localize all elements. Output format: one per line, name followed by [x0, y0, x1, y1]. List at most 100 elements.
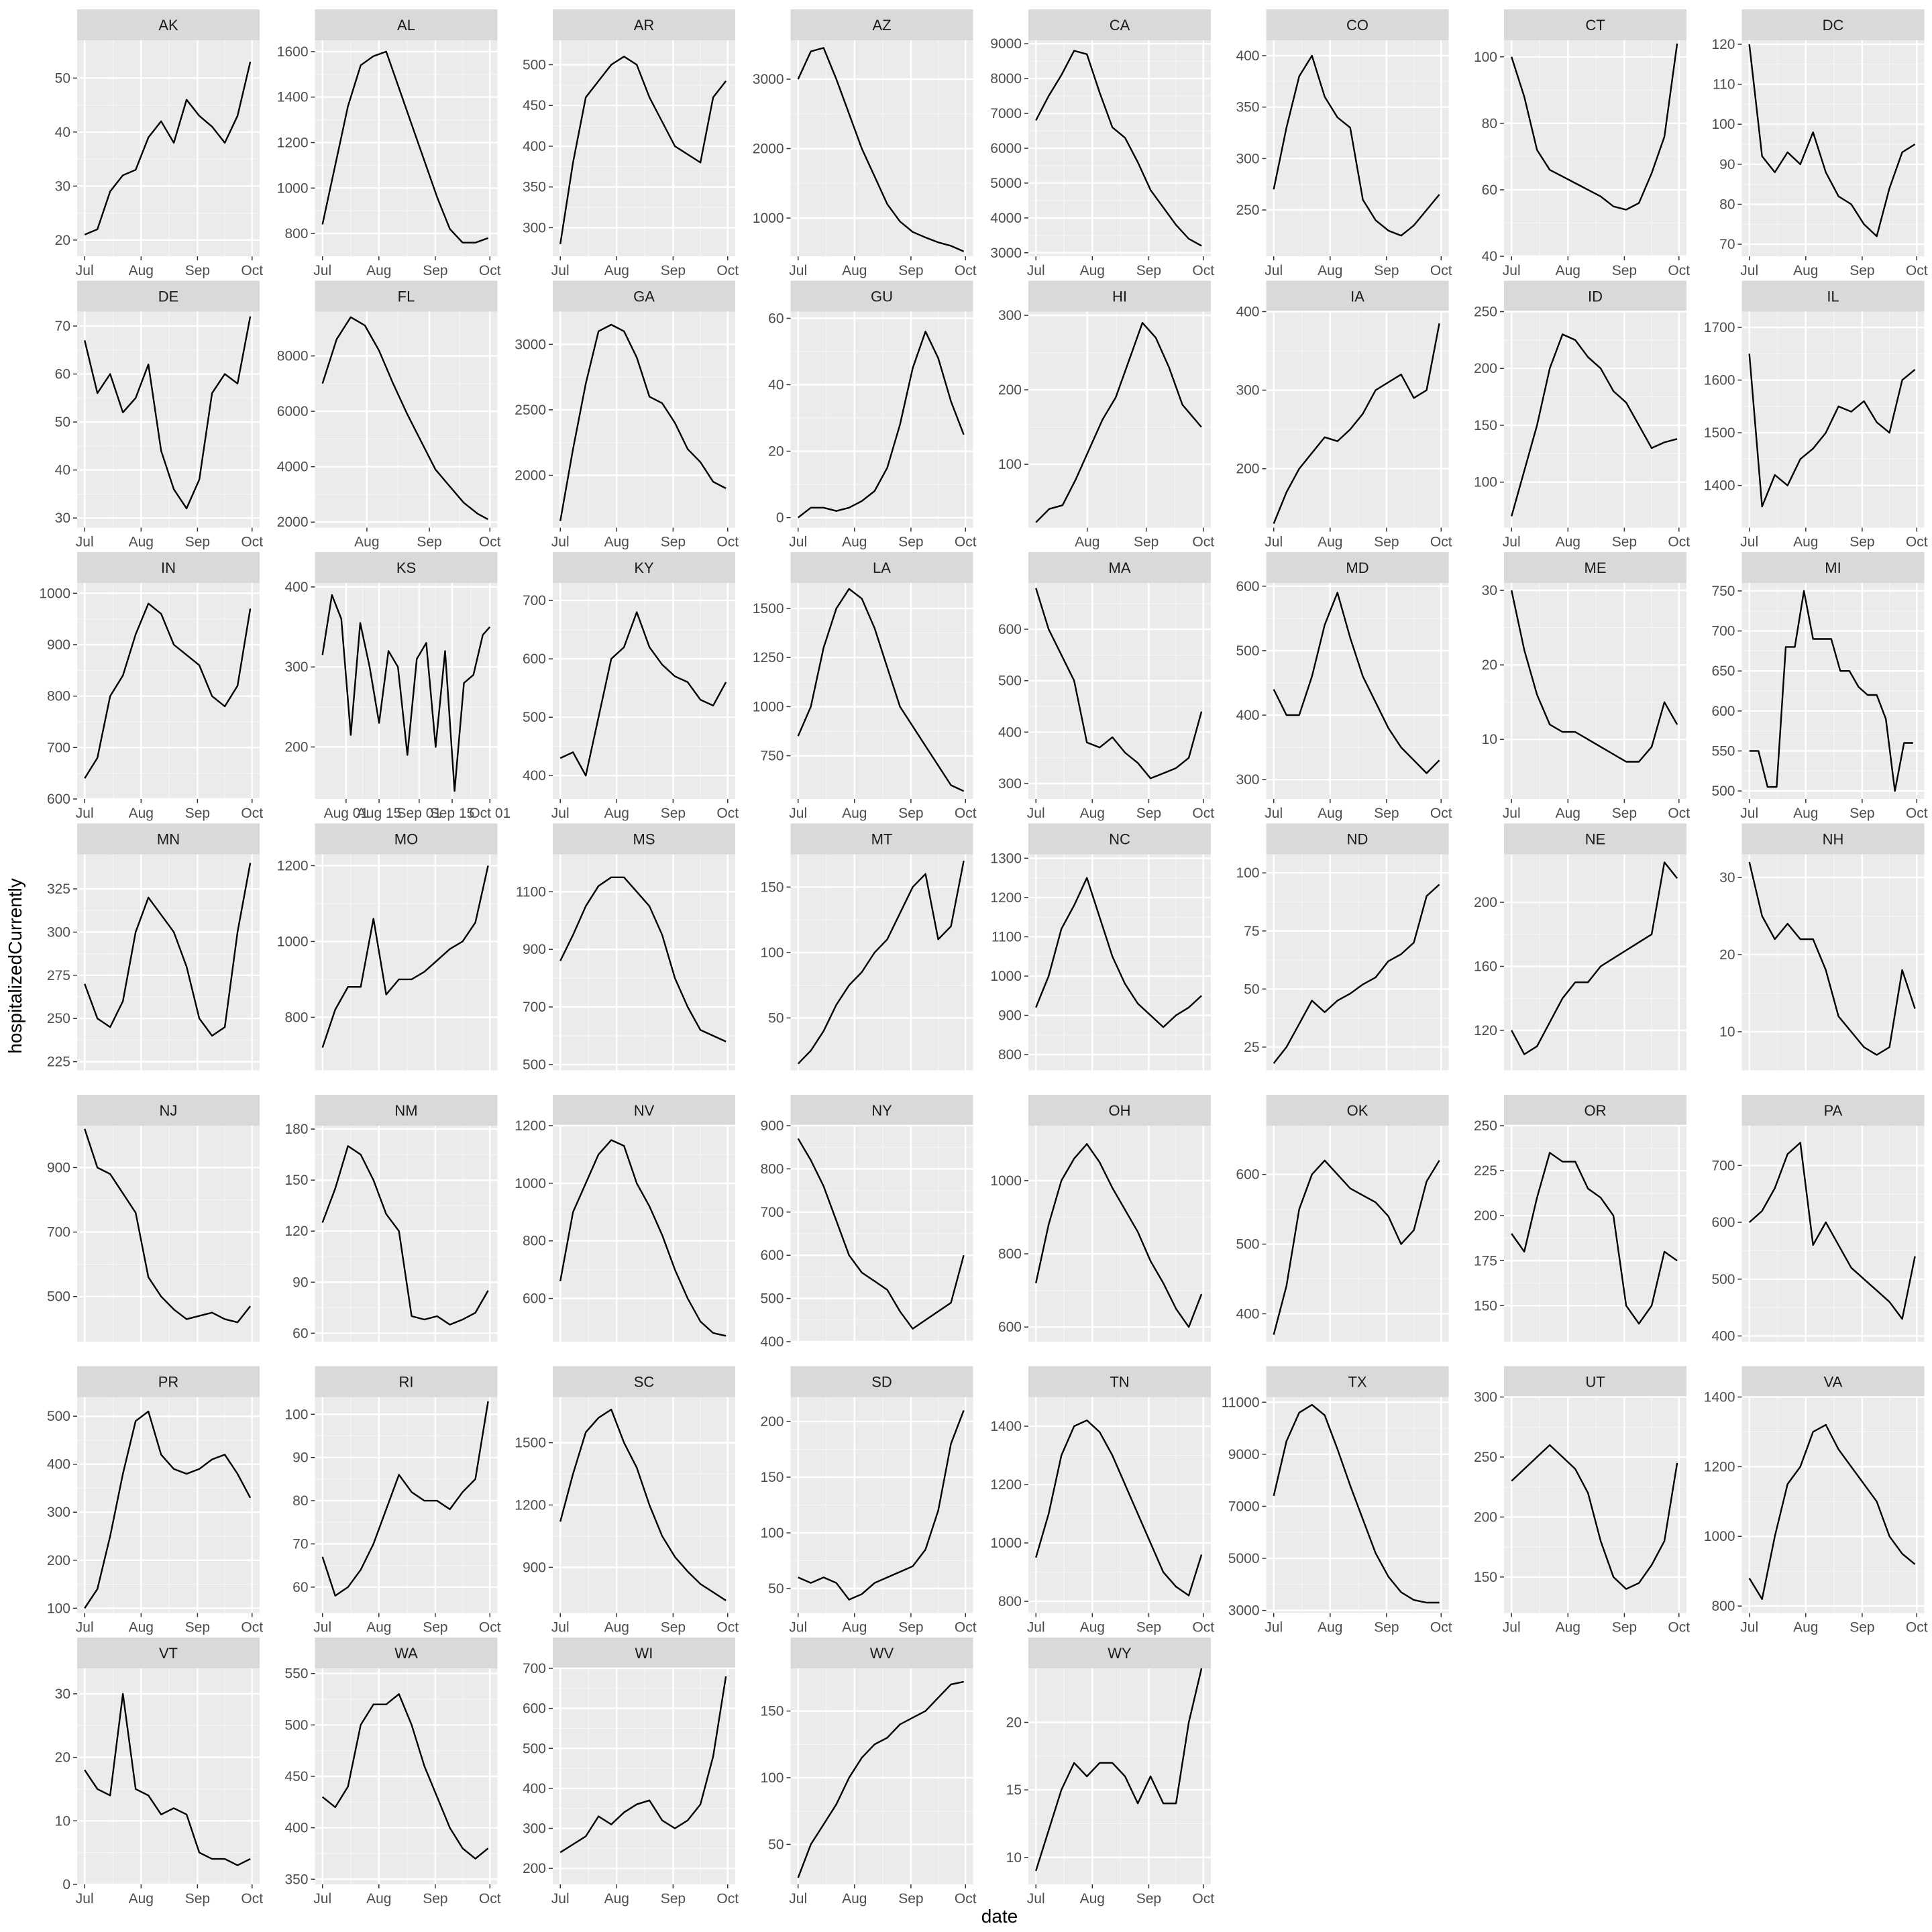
y-tick-label: 250	[1236, 203, 1259, 218]
series-line	[321, 1145, 489, 1326]
y-tick-label: 300	[998, 308, 1022, 323]
series-line	[1748, 861, 1916, 1056]
x-tick-label: Jul	[789, 1891, 807, 1907]
y-tick-label: 800	[284, 226, 308, 241]
y-tick-label: 600	[998, 622, 1022, 637]
y-tick-label: 150	[1474, 418, 1497, 433]
y-tick-label: 300	[998, 776, 1022, 792]
x-tick-label: Oct	[241, 806, 263, 821]
panel-background	[1504, 854, 1686, 1071]
facet-strip	[1266, 552, 1449, 583]
facet-strip	[1504, 9, 1686, 40]
x-tick-label: Jul	[1503, 263, 1521, 278]
facet-strip	[1266, 1366, 1449, 1397]
y-tick-label: 175	[1474, 1253, 1497, 1269]
y-tick-label: 50	[768, 1010, 784, 1026]
y-tick-label: 500	[523, 1741, 546, 1756]
facet-strip-label: KS	[396, 559, 416, 576]
y-tick-label: 500	[1711, 784, 1735, 799]
panel-background	[315, 1126, 498, 1342]
y-tick-label: 5000	[1228, 1551, 1260, 1566]
facet-strip-label: AK	[158, 17, 178, 34]
y-tick-label: 500	[1236, 643, 1259, 659]
x-tick-label: Oct	[479, 1620, 501, 1635]
facet-strip	[790, 823, 973, 855]
series-line	[321, 1401, 489, 1597]
facet-strip-label: ND	[1347, 831, 1368, 848]
facet-de: DE 30 40 50 60 70 Jul Aug Sep Oct	[55, 280, 263, 550]
x-tick-label: Jul	[76, 1891, 94, 1907]
series-line	[797, 588, 965, 792]
series-line	[1511, 43, 1678, 211]
y-tick-label: 1200	[515, 1498, 546, 1513]
facet-strip	[1266, 823, 1449, 855]
y-tick-label: 1000	[39, 586, 70, 601]
facet-strip-label: IN	[161, 559, 176, 576]
y-tick-label: 9000	[990, 36, 1022, 52]
facet-strip	[315, 1366, 498, 1397]
panel-background	[315, 583, 498, 799]
facet-strip-label: FL	[398, 288, 415, 305]
y-tick-label: 200	[1474, 1208, 1497, 1224]
facet-strip-label: MA	[1109, 559, 1131, 576]
x-tick-label: Aug	[842, 1891, 867, 1907]
x-tick-label: Oct	[1430, 263, 1452, 278]
facet-oh: OH 600 800 1000	[990, 1095, 1211, 1342]
facet-strip-label: AR	[634, 17, 655, 34]
y-tick-label: 500	[47, 1289, 70, 1305]
facet-strip-label: WV	[870, 1645, 894, 1662]
panel-background	[1504, 311, 1686, 528]
x-tick-label: Oct	[1906, 535, 1928, 550]
y-tick-label: 1300	[990, 851, 1022, 866]
facet-strip	[1504, 823, 1686, 855]
y-tick-label: 150	[284, 1173, 308, 1188]
y-tick-label: 600	[1711, 1215, 1735, 1230]
series-line	[84, 61, 252, 235]
y-tick-label: 1700	[1704, 320, 1735, 335]
x-tick-label: Sep	[1612, 535, 1637, 550]
facet-me: ME 10 20 30 Jul Aug Sep Oct	[1482, 552, 1690, 821]
panel-background	[1504, 40, 1686, 256]
facet-strip	[1028, 280, 1211, 312]
x-tick-label: Sep	[1612, 806, 1637, 821]
y-tick-label: 200	[284, 739, 308, 755]
facet-strip	[1741, 552, 1925, 583]
facet-hi: HI 100 200 300 Aug Sep Oct	[998, 280, 1214, 550]
facet-strip	[790, 1095, 973, 1126]
x-tick-label: Oct	[1430, 806, 1452, 821]
x-tick-label: Jul	[551, 263, 570, 278]
facet-strip-label: OK	[1347, 1102, 1368, 1119]
x-tick-label: Aug	[129, 535, 154, 550]
panel-background	[553, 1126, 735, 1342]
y-tick-label: 400	[1236, 1306, 1259, 1322]
x-tick-label: Sep	[1136, 1620, 1161, 1635]
y-tick-label: 800	[998, 1246, 1022, 1262]
x-tick-label: Oct	[1192, 263, 1214, 278]
series-line	[321, 594, 491, 792]
y-tick-label: 4000	[990, 211, 1022, 226]
x-tick-label: Sep 15	[430, 806, 475, 821]
x-tick-label: Sep	[1136, 806, 1161, 821]
x-tick-label: Sep	[661, 1620, 686, 1635]
y-tick-label: 50	[1244, 981, 1259, 997]
facet-strip-label: VT	[159, 1645, 178, 1662]
facet-strip-label: UT	[1585, 1374, 1605, 1391]
facet-strip-label: GA	[633, 288, 655, 305]
y-tick-label: 200	[1474, 361, 1497, 376]
facet-strip-label: CA	[1110, 17, 1130, 34]
x-tick-label: Jul	[789, 263, 807, 278]
panel-background	[1504, 1397, 1686, 1613]
y-tick-label: 30	[1719, 870, 1735, 885]
facet-strip	[77, 552, 260, 583]
y-tick-label: 400	[1236, 48, 1259, 64]
facet-strip	[1266, 280, 1449, 312]
x-tick-label: Aug	[842, 1620, 867, 1635]
y-tick-label: 90	[1719, 157, 1735, 172]
facet-strip	[1028, 552, 1211, 583]
series-line	[321, 865, 489, 1048]
x-tick-label: Aug	[1318, 1620, 1342, 1635]
y-tick-label: 350	[1236, 100, 1259, 115]
series-line	[559, 1676, 727, 1854]
y-tick-label: 11000	[1222, 1395, 1260, 1410]
x-tick-label: Oct	[1192, 535, 1214, 550]
